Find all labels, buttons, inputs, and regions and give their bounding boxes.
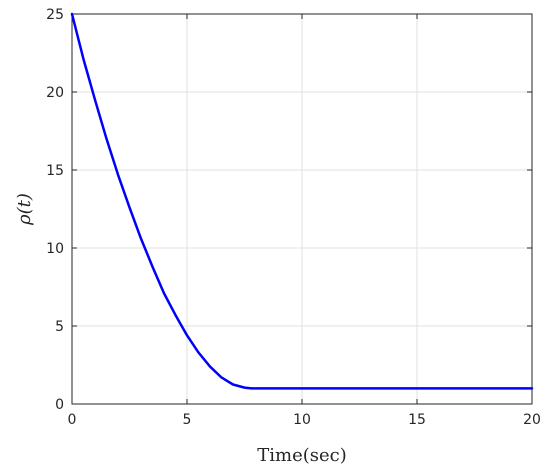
x-tick-label: 0 bbox=[68, 412, 77, 428]
x-tick-label: 10 bbox=[293, 412, 311, 428]
x-axis-label: Time(sec) bbox=[257, 445, 347, 466]
x-axis-ticks: 0 5 10 15 20 bbox=[68, 14, 541, 428]
x-tick-label: 20 bbox=[523, 412, 541, 428]
y-tick-label: 20 bbox=[46, 85, 64, 101]
y-tick-label: 0 bbox=[55, 397, 64, 413]
y-tick-label: 15 bbox=[46, 163, 64, 179]
y-tick-label: 25 bbox=[46, 7, 64, 23]
x-tick-label: 15 bbox=[408, 412, 426, 428]
y-axis-ticks: 0 5 10 15 20 25 bbox=[46, 7, 532, 413]
y-axis-label: ρ(t) bbox=[14, 193, 35, 226]
series-line-0 bbox=[70, 12, 534, 390]
y-tick-label: 5 bbox=[55, 319, 64, 335]
x-tick-label: 5 bbox=[183, 412, 192, 428]
series-group bbox=[70, 12, 534, 390]
grid-lines bbox=[72, 14, 532, 404]
y-tick-label: 10 bbox=[46, 241, 64, 257]
